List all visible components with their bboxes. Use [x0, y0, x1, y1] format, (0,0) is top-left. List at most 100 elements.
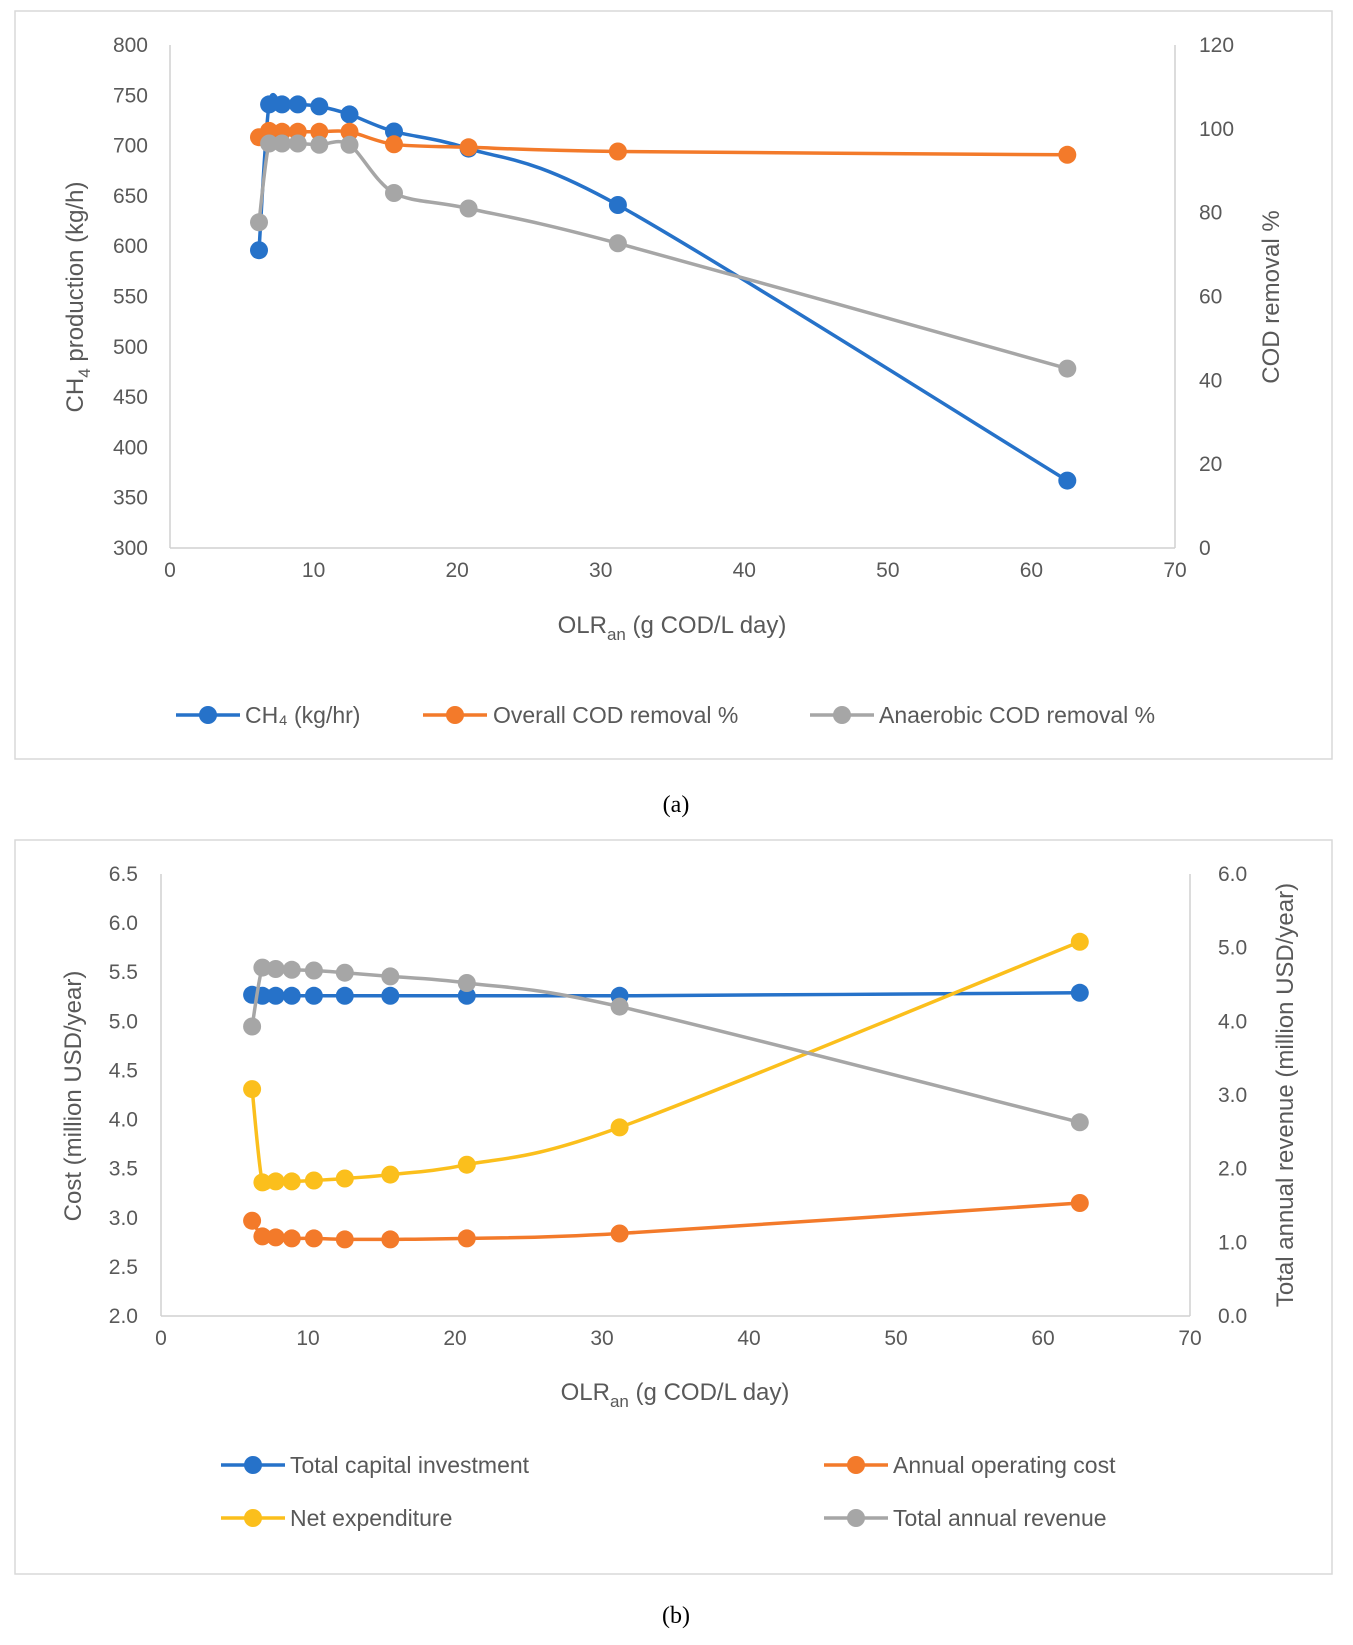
legend-label: Overall COD removal %: [493, 702, 738, 728]
y-left-tick-label: 6.5: [109, 863, 138, 886]
chart-b-right-tick-labels: 0.0 1.0 2.0 3.0 4.0 5.0 6.0: [1218, 863, 1247, 1328]
y-left-tick-label: 550: [113, 286, 148, 309]
data-point: [282, 1229, 301, 1248]
data-point: [385, 135, 403, 154]
chart-b-x-tick-labels: 0 10 20 30 40 50 60 70: [155, 1327, 1202, 1350]
y-right-tick-label: 6.0: [1218, 863, 1247, 886]
data-point: [266, 1228, 285, 1247]
data-point: [335, 986, 354, 1005]
y-right-tick-label: 3.0: [1218, 1084, 1247, 1107]
data-point: [243, 1017, 262, 1036]
data-point: [1058, 359, 1077, 378]
data-point: [459, 199, 478, 218]
y-left-tick-label: 2.0: [109, 1305, 138, 1328]
data-point: [1058, 471, 1077, 490]
chart-panel-b: 2.0 2.5 3.0 3.5 4.0 4.5 5.0 5.5 6.0 6.5 0.0 1.0 2.0…: [14, 839, 1333, 1575]
y-left-tick-label: 700: [113, 135, 148, 158]
y-left-tick-label: 4.5: [109, 1059, 138, 1082]
legend-item-total-capital-investment: Total capital investment: [221, 1452, 530, 1478]
data-point: [610, 1118, 629, 1137]
x-tick-label: 30: [590, 1327, 613, 1350]
data-point: [304, 986, 323, 1005]
data-point: [260, 95, 279, 114]
data-point: [335, 963, 354, 982]
data-point: [266, 986, 285, 1005]
data-point: [457, 1229, 476, 1248]
legend-label: Net expenditure: [290, 1505, 452, 1531]
x-tick-label: 0: [164, 559, 176, 582]
data-point: [273, 95, 291, 114]
chart-a-legend: CH₄ (kg/hr) Overall COD removal % Anaero…: [176, 702, 1155, 728]
y-right-tick-label: 20: [1199, 453, 1222, 476]
data-point: [608, 196, 627, 214]
x-tick-label: 20: [445, 559, 468, 582]
data-point: [335, 1230, 354, 1249]
chart-b-series-group: [243, 932, 1089, 1249]
data-point: [381, 986, 400, 1005]
y-right-tick-label: 4.0: [1218, 1010, 1247, 1033]
y-right-tick-label: 120: [1199, 34, 1234, 57]
y-left-tick-label: 300: [113, 537, 148, 560]
chart-b-legend: Total capital investment Annual operatin…: [221, 1452, 1116, 1531]
data-point: [282, 960, 301, 979]
legend-item-ch4: CH₄ (kg/hr): [176, 702, 360, 728]
legend-item-annual-operating-cost: Annual operating cost: [824, 1452, 1116, 1478]
legend-label: Total annual revenue: [893, 1505, 1107, 1531]
x-tick-label: 70: [1178, 1327, 1201, 1350]
chart-b-left-tick-labels: 2.0 2.5 3.0 3.5 4.0 4.5 5.0 5.5 6.0 6.5: [109, 863, 138, 1328]
data-point: [608, 234, 627, 253]
y-right-tick-label: 100: [1199, 118, 1234, 141]
data-point: [381, 1230, 400, 1249]
y-right-tick-label: 0: [1199, 537, 1211, 560]
y-left-tick-label: 3.5: [109, 1158, 138, 1181]
y-left-tick-label: 5.0: [109, 1010, 138, 1033]
chart-a-right-tick-labels: 0 20 40 60 80 100 120: [1199, 34, 1234, 560]
y-left-tick-label: 800: [113, 34, 148, 57]
legend-label: Total capital investment: [290, 1452, 530, 1478]
data-point: [385, 184, 403, 202]
chart-b-x-axis-title: OLRan (g COD/L day): [561, 1379, 790, 1411]
data-point: [260, 134, 279, 153]
x-tick-label: 30: [589, 559, 612, 582]
data-point: [381, 967, 400, 986]
y-right-tick-label: 80: [1199, 202, 1222, 225]
series-line: [257, 93, 1070, 483]
data-point: [288, 95, 307, 114]
data-point: [1070, 932, 1089, 951]
data-point: [457, 986, 476, 1005]
y-left-tick-label: 3.0: [109, 1207, 138, 1230]
chart-a-series-group: [250, 93, 1077, 490]
x-tick-label: 50: [876, 559, 899, 582]
x-tick-label: 10: [296, 1327, 319, 1350]
data-point: [457, 1155, 476, 1174]
data-point: [610, 997, 629, 1016]
y-right-tick-label: 2.0: [1218, 1158, 1247, 1181]
x-tick-label: 0: [155, 1327, 167, 1350]
data-point: [304, 1171, 323, 1190]
data-point: [253, 1227, 272, 1246]
legend-label: Anaerobic COD removal %: [879, 702, 1155, 728]
chart-a-x-axis-title: OLRan (g COD/L day): [558, 612, 787, 644]
legend-item-total-annual-revenue: Total annual revenue: [824, 1505, 1107, 1531]
legend-swatch-marker: [199, 706, 217, 724]
legend-item-anaerobic-cod: Anaerobic COD removal %: [810, 702, 1155, 728]
x-tick-label: 10: [302, 559, 325, 582]
legend-swatch-marker: [847, 1456, 865, 1474]
data-point: [340, 135, 359, 154]
chart-a-y-axis-right-title: COD removal %: [1258, 210, 1285, 383]
data-point: [304, 1229, 323, 1248]
chart-b-y-axis-left-title: Cost (million USD/year): [60, 971, 87, 1222]
y-left-tick-label: 6.0: [109, 912, 138, 935]
y-left-tick-label: 500: [113, 336, 148, 359]
x-tick-label: 40: [733, 559, 756, 582]
data-point: [1070, 983, 1089, 1002]
y-left-tick-label: 750: [113, 84, 148, 107]
data-point: [608, 142, 627, 161]
legend-swatch-marker: [244, 1456, 262, 1474]
data-point: [282, 1172, 301, 1191]
data-point: [1070, 1113, 1089, 1132]
legend-swatch-marker: [446, 706, 464, 724]
y-right-tick-label: 0.0: [1218, 1305, 1247, 1328]
data-point: [273, 134, 291, 153]
